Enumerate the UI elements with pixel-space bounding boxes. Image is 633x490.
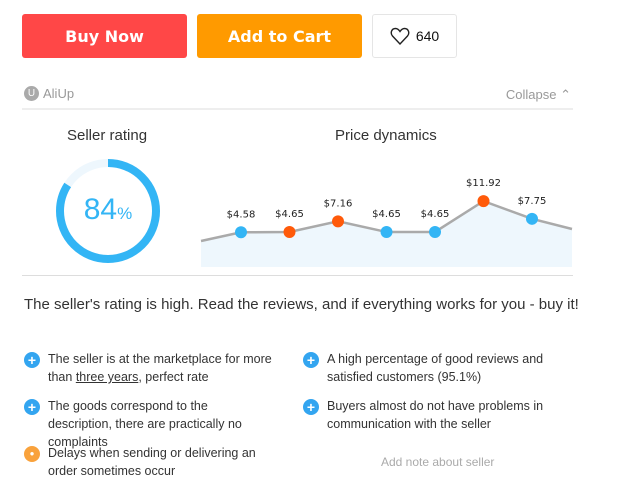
note-item: + The goods correspond to the description… <box>24 397 274 451</box>
price-dynamics-title: Price dynamics <box>335 127 437 144</box>
collapse-button[interactable]: Collapse ⌃ <box>506 87 571 103</box>
plus-icon: + <box>24 399 40 415</box>
price-point[interactable] <box>283 225 296 238</box>
wishlist-count: 640 <box>415 28 440 44</box>
seller-rating-title: Seller rating <box>67 127 148 144</box>
divider <box>22 275 573 276</box>
aliup-logo-icon: U <box>24 86 39 101</box>
buy-now-button[interactable]: Buy Now <box>22 14 187 58</box>
price-label: $4.65 <box>275 209 304 220</box>
price-point[interactable] <box>429 225 441 238</box>
price-label: $7.16 <box>324 198 353 209</box>
note-item: + A high percentage of good reviews and s… <box>303 350 553 386</box>
add-note-link[interactable]: Add note about seller <box>381 455 495 469</box>
three-years-link[interactable]: three years <box>75 370 139 384</box>
price-point[interactable] <box>235 226 247 239</box>
aliup-bar: U AliUp Collapse ⌃ <box>22 84 573 110</box>
price-point[interactable] <box>332 215 344 228</box>
heart-icon <box>390 27 410 45</box>
price-label: $4.65 <box>372 209 401 220</box>
price-point[interactable] <box>380 225 393 238</box>
note-item: ● Delays when sending or delivering an or… <box>24 444 274 480</box>
wishlist-button[interactable]: 640 <box>372 14 457 58</box>
price-point[interactable] <box>477 195 490 208</box>
note-item: + Buyers almost do not have problems in c… <box>303 397 553 433</box>
plus-icon: + <box>303 352 319 368</box>
rating-ring <box>56 159 160 263</box>
plus-icon: + <box>303 399 319 415</box>
brand-label: AliUp <box>43 86 75 101</box>
price-point[interactable] <box>526 212 538 225</box>
price-label: $4.65 <box>421 209 450 220</box>
warning-dot-icon: ● <box>24 446 40 462</box>
price-label: $7.75 <box>518 196 547 207</box>
rating-arc <box>56 159 160 263</box>
note-item: + The seller is at the marketplace for mo… <box>24 350 274 386</box>
price-label: $4.58 <box>227 209 256 220</box>
add-to-cart-button[interactable]: Add to Cart <box>197 14 362 58</box>
summary-text: The seller's rating is high. Read the re… <box>24 296 579 313</box>
collapse-label: Collapse <box>505 87 557 102</box>
price-label: $11.92 <box>466 178 501 189</box>
plus-icon: + <box>24 352 40 368</box>
chevron-up-icon: ⌃ <box>560 87 571 102</box>
rating-value: 84% <box>83 193 133 226</box>
